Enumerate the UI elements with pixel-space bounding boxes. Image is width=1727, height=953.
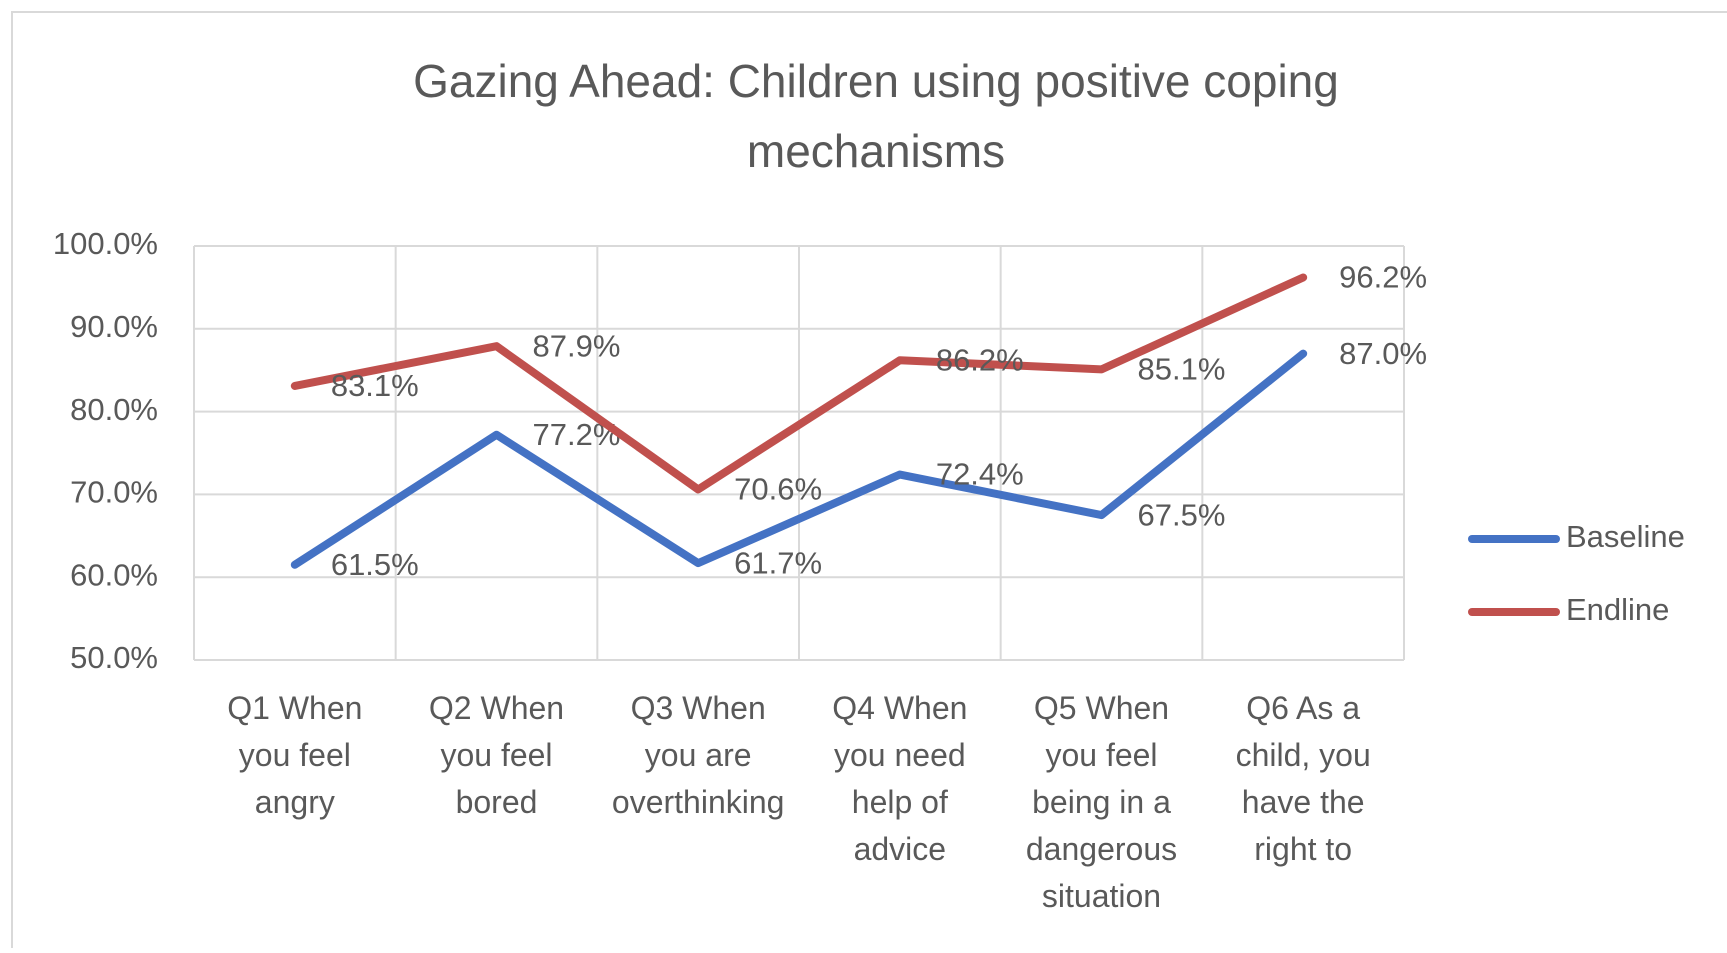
x-tick-line: you are	[645, 737, 752, 773]
x-tick-label: Q3 When you are overthinking	[612, 690, 785, 820]
data-label: 85.1%	[1138, 352, 1226, 387]
x-tick-label: Q6 As a child, you have the right to	[1236, 690, 1371, 867]
legend-label: Endline	[1566, 592, 1669, 627]
data-label: 72.4%	[936, 457, 1024, 492]
chart-title: Gazing Ahead: Children using positive co…	[413, 55, 1339, 177]
x-tick-line: being in a	[1032, 784, 1171, 820]
x-tick-line: Q1 When	[227, 690, 362, 726]
x-tick-line: help of	[852, 784, 948, 820]
data-label: 87.0%	[1339, 336, 1427, 371]
data-label: 61.7%	[734, 545, 822, 580]
y-tick-label: 70.0%	[70, 475, 158, 510]
x-tick-line: Q3 When	[631, 690, 766, 726]
x-tick-label: Q5 When you feel being in a dangerous situat…	[1026, 690, 1177, 914]
x-tick-line: situation	[1042, 878, 1161, 914]
title-line: mechanisms	[747, 125, 1005, 177]
x-tick-line: Q6 As a	[1246, 690, 1360, 726]
line-1	[290, 273, 1308, 494]
x-tick-line: overthinking	[612, 784, 785, 820]
data-label: 67.5%	[1138, 497, 1226, 532]
x-tick-line: you need	[834, 737, 966, 773]
chart-frame	[11, 11, 1727, 953]
x-tick-line: angry	[255, 784, 335, 820]
y-tick-label: 60.0%	[70, 557, 158, 592]
data-label: 96.2%	[1339, 260, 1427, 295]
x-tick-line: dangerous	[1026, 831, 1177, 867]
data-label: 87.9%	[533, 328, 621, 363]
data-label: 70.6%	[734, 472, 822, 507]
x-tick-line: you feel	[440, 737, 552, 773]
y-tick-label: 80.0%	[70, 392, 158, 427]
x-tick-line: have the	[1242, 784, 1365, 820]
legend-label: Baseline	[1566, 519, 1685, 554]
line-0	[290, 349, 1308, 569]
x-tick-line: Q4 When	[832, 690, 967, 726]
x-tick-line: Q5 When	[1034, 690, 1169, 726]
y-tick-label: 90.0%	[70, 309, 158, 344]
x-tick-line: you feel	[1045, 737, 1157, 773]
x-tick-line: bored	[456, 784, 538, 820]
data-label: 61.5%	[331, 547, 419, 582]
data-label: 86.2%	[936, 342, 1024, 377]
x-tick-label: Q1 When you feel angry	[227, 690, 362, 820]
data-label: 83.1%	[331, 368, 419, 403]
x-tick-line: right to	[1254, 831, 1352, 867]
x-tick-line: Q2 When	[429, 690, 564, 726]
x-tick-line: you feel	[239, 737, 351, 773]
y-tick-label: 100.0%	[53, 226, 158, 261]
x-tick-label: Q4 When you need help of advice	[832, 690, 967, 867]
x-tick-line: advice	[854, 831, 947, 867]
title-line: Gazing Ahead: Children using positive co…	[413, 55, 1339, 107]
y-tick-label: 50.0%	[70, 640, 158, 675]
x-tick-label: Q2 When you feel bored	[429, 690, 564, 820]
x-tick-line: child, you	[1236, 737, 1371, 773]
